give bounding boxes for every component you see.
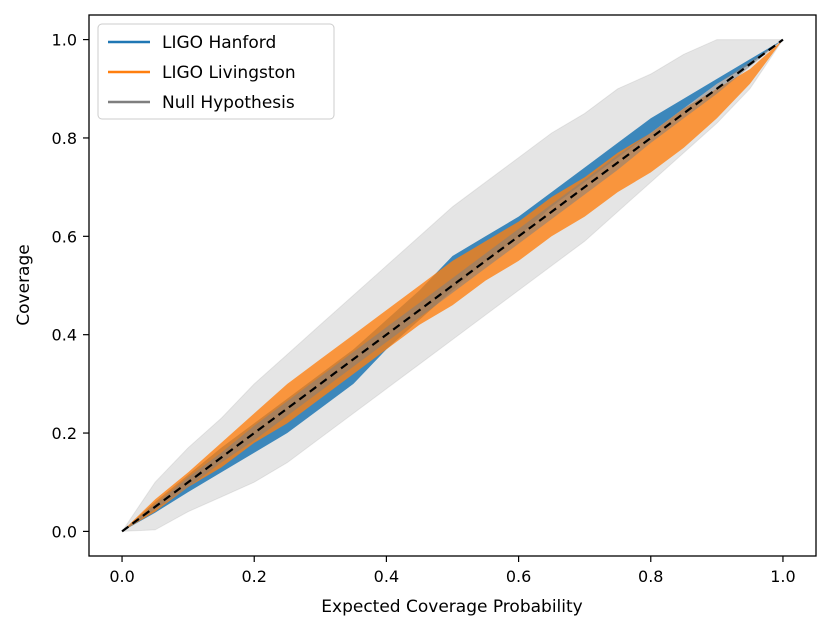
legend-label: Null Hypothesis <box>162 93 295 113</box>
x-tick-label: 0.6 <box>506 567 531 586</box>
x-tick-label: 0.2 <box>242 567 267 586</box>
legend-label: LIGO Livingston <box>162 63 296 83</box>
y-tick-label: 0.8 <box>52 129 77 148</box>
reference-diagonal-line <box>121 38 784 533</box>
legend: LIGO Hanford LIGO Livingston Null Hypothes… <box>97 23 335 120</box>
x-tick-label: 0.8 <box>638 567 663 586</box>
x-tick-label: 0.0 <box>109 567 134 586</box>
y-tick-label: 0.6 <box>52 227 77 246</box>
x-tick-label: 0.4 <box>374 567 399 586</box>
x-axis: 0.0 0.2 0.4 0.6 0.8 1.0 <box>109 556 796 586</box>
x-axis-label: Expected Coverage Probability <box>321 597 582 617</box>
x-tick-label: 1.0 <box>770 567 795 586</box>
legend-box <box>97 23 335 120</box>
plot-frame <box>88 14 817 557</box>
y-tick-label: 0.4 <box>52 326 77 345</box>
y-axis: 0.0 0.2 0.4 0.6 0.8 1.0 <box>52 31 89 541</box>
y-tick-label: 0.2 <box>52 424 77 443</box>
y-tick-label: 0.0 <box>52 522 77 541</box>
y-tick-label: 1.0 <box>52 31 77 50</box>
legend-label: LIGO Hanford <box>162 33 276 53</box>
y-axis-label: Coverage <box>14 244 34 325</box>
